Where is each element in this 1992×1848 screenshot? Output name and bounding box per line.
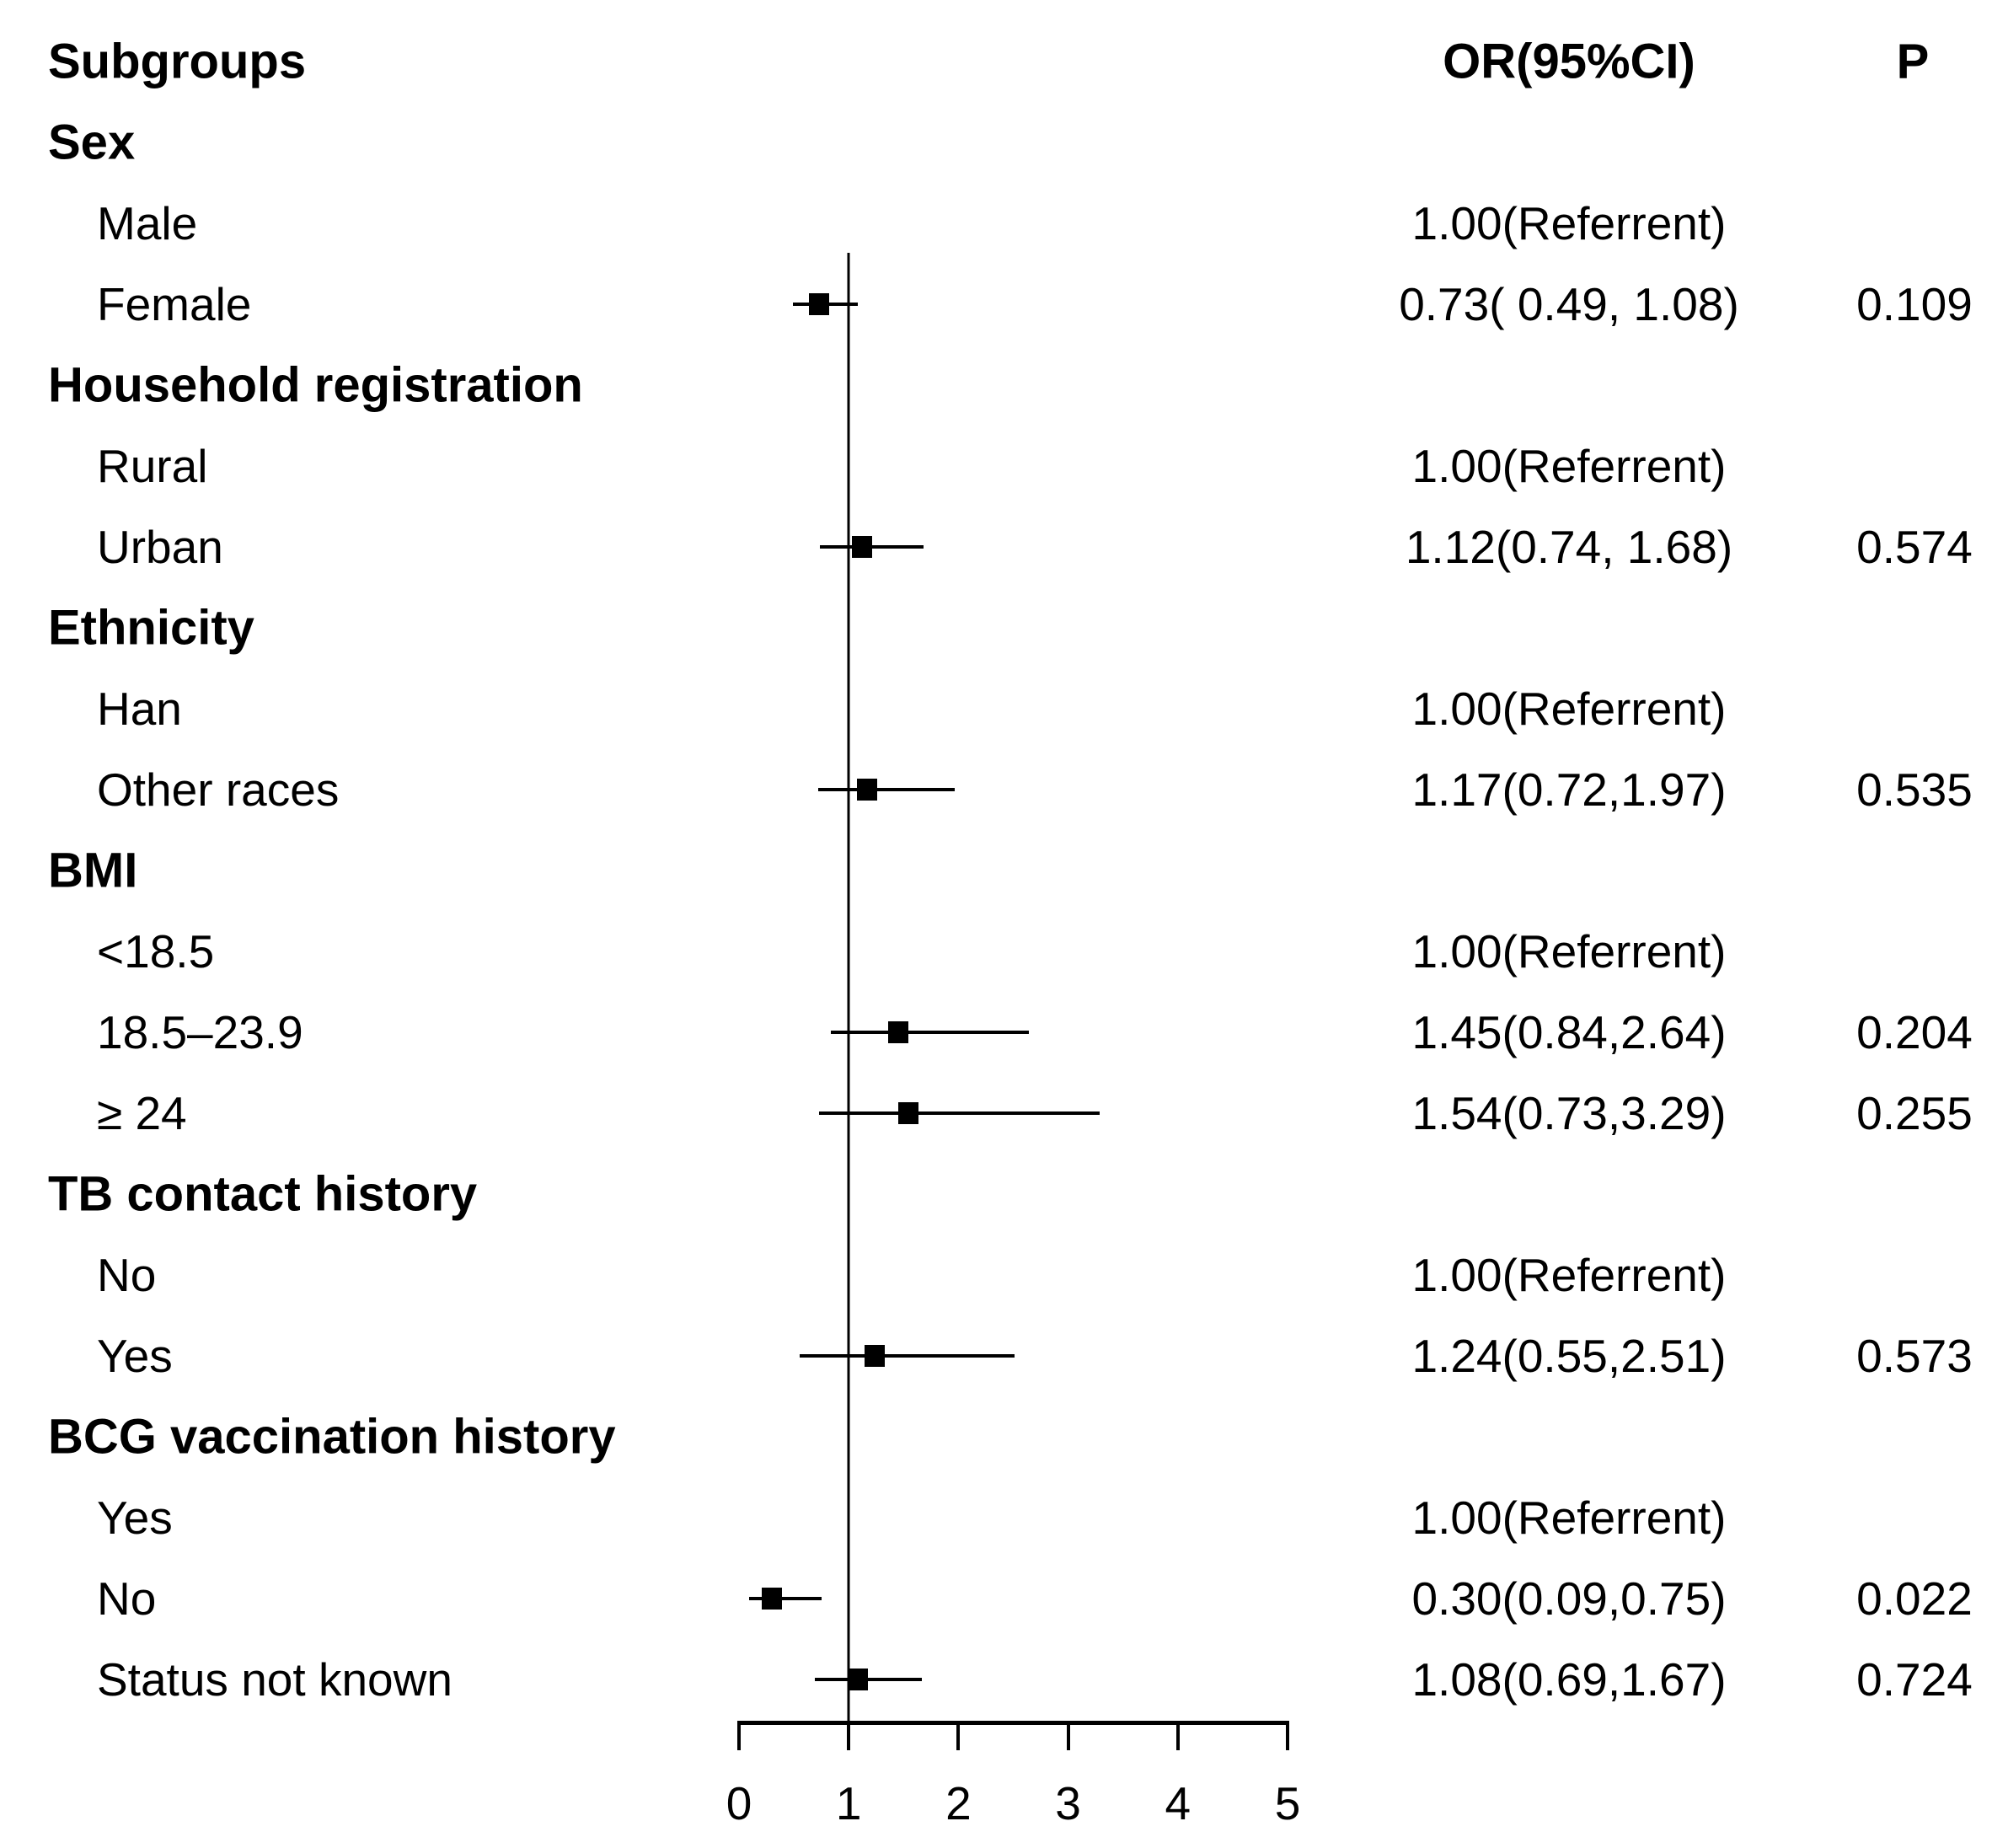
or-ci-value: 1.12(0.74, 1.68) <box>1405 521 1733 573</box>
subgroup-label: ≥ 24 <box>97 1087 187 1139</box>
axis-tick-label: 4 <box>1165 1777 1191 1829</box>
or-ci-value: 0.73( 0.49, 1.08) <box>1399 278 1739 330</box>
or-ci-value: 0.30(0.09,0.75) <box>1411 1572 1727 1625</box>
column-header-subgroups: Subgroups <box>48 34 307 89</box>
axis-tick <box>737 1721 741 1750</box>
subgroup-label: No <box>97 1249 157 1301</box>
group-label: TB contact history <box>48 1166 478 1222</box>
group-label: BCG vaccination history <box>48 1409 616 1465</box>
p-value: 0.022 <box>1856 1572 1973 1625</box>
axis-tick <box>1066 1721 1070 1750</box>
or-marker <box>887 1021 908 1043</box>
axis-tick <box>1286 1721 1289 1750</box>
p-value: 0.109 <box>1856 278 1973 330</box>
ci-line <box>831 1031 1029 1034</box>
axis-tick-label: 3 <box>1055 1777 1081 1829</box>
or-marker <box>762 1588 783 1610</box>
group-label: Ethnicity <box>48 600 254 656</box>
or-marker <box>851 536 872 558</box>
subgroup-label: 18.5–23.9 <box>97 1006 303 1058</box>
subgroup-label: <18.5 <box>97 925 215 978</box>
ci-line <box>817 788 956 791</box>
p-value: 0.573 <box>1856 1330 1973 1382</box>
subgroup-label: No <box>97 1572 157 1625</box>
or-ci-value: 1.45(0.84,2.64) <box>1411 1006 1727 1058</box>
axis-tick-label: 0 <box>726 1777 752 1829</box>
or-ci-value: 1.00(Referrent) <box>1411 197 1727 249</box>
subgroup-label: Status not known <box>97 1653 452 1706</box>
or-marker <box>865 1345 886 1367</box>
subgroup-label: Urban <box>97 521 223 573</box>
p-value: 0.204 <box>1856 1006 1973 1058</box>
p-value: 0.535 <box>1856 763 1973 816</box>
p-value: 0.255 <box>1856 1087 1973 1139</box>
x-axis-line <box>739 1721 1288 1725</box>
group-label: BMI <box>48 843 138 898</box>
column-header-p: P <box>1896 34 1930 89</box>
ci-line <box>748 1597 822 1600</box>
p-value: 0.724 <box>1856 1653 1973 1706</box>
subgroup-label: Han <box>97 683 182 735</box>
axis-tick-label: 1 <box>835 1777 862 1829</box>
subgroup-label: Male <box>97 197 198 249</box>
subgroup-label: Yes <box>97 1330 173 1382</box>
or-marker <box>897 1102 918 1124</box>
ci-line <box>819 1111 1100 1115</box>
axis-tick <box>847 1721 851 1750</box>
or-marker <box>847 1669 868 1690</box>
p-value: 0.574 <box>1856 521 1973 573</box>
or-ci-value: 1.00(Referrent) <box>1411 683 1727 735</box>
or-marker <box>857 779 878 801</box>
axis-tick-label: 2 <box>945 1777 972 1829</box>
column-header-or-ci: OR(95%CI) <box>1443 34 1695 89</box>
subgroup-label: Female <box>97 278 252 330</box>
or-ci-value: 1.24(0.55,2.51) <box>1411 1330 1727 1382</box>
or-ci-value: 1.00(Referrent) <box>1411 925 1727 978</box>
or-ci-value: 1.17(0.72,1.97) <box>1411 763 1727 816</box>
or-ci-value: 1.00(Referrent) <box>1411 1249 1727 1301</box>
or-ci-value: 1.00(Referrent) <box>1411 440 1727 492</box>
or-marker <box>809 293 830 315</box>
axis-tick <box>1175 1721 1180 1750</box>
ci-line <box>814 1678 923 1681</box>
group-label: Sex <box>48 115 136 170</box>
subgroup-label: Other races <box>97 763 340 816</box>
group-label: Household registration <box>48 357 583 413</box>
ci-line <box>799 1354 1015 1358</box>
axis-tick-label: 5 <box>1274 1777 1301 1829</box>
axis-tick <box>956 1721 961 1750</box>
or-ci-value: 1.54(0.73,3.29) <box>1411 1087 1727 1139</box>
or-ci-value: 1.08(0.69,1.67) <box>1411 1653 1727 1706</box>
subgroup-label: Yes <box>97 1492 173 1544</box>
or-ci-value: 1.00(Referrent) <box>1411 1492 1727 1544</box>
reference-line <box>847 253 850 1750</box>
subgroup-label: Rural <box>97 440 208 492</box>
